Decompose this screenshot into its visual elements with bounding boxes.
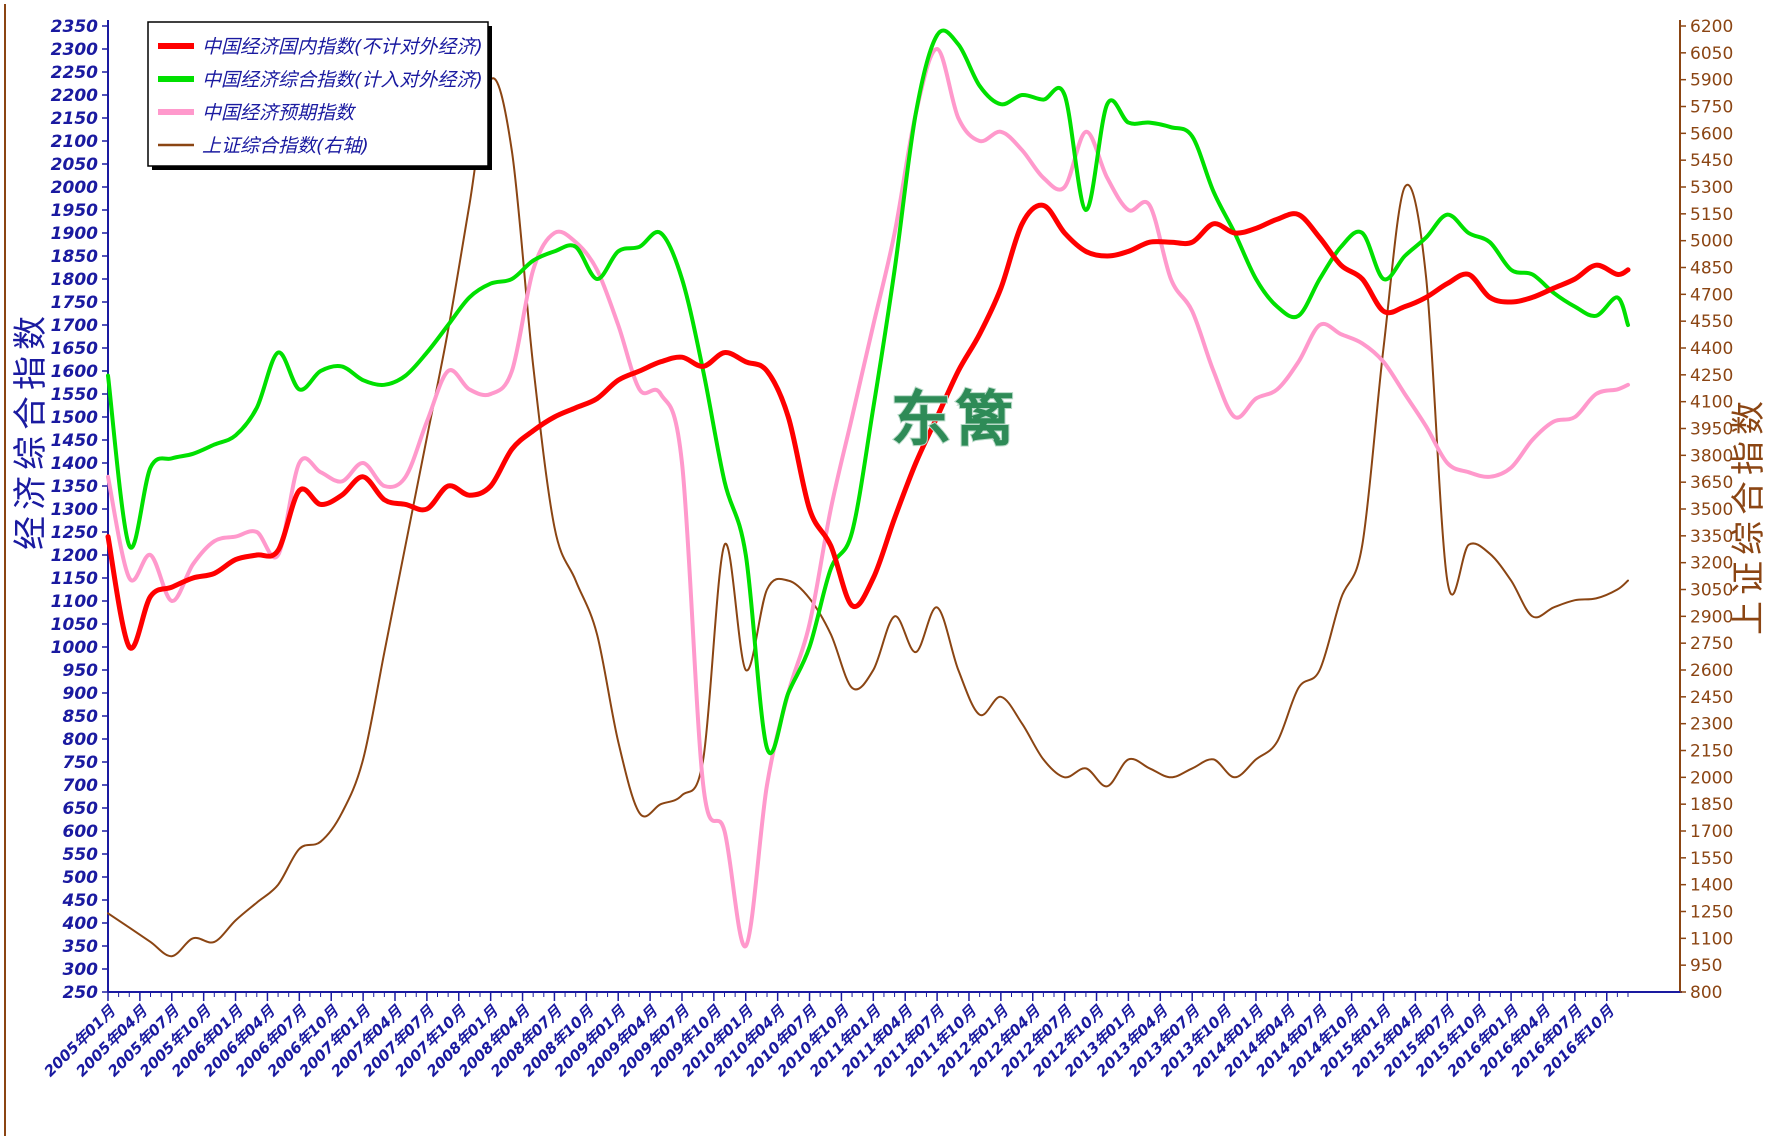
y-left-tick-label: 800 [63,730,99,750]
y-left-tick-label: 1750 [51,293,98,313]
y-right-tick-label: 3650 [1690,473,1733,493]
series-line-4 [107,77,1629,958]
y-right-tick-label: 1100 [1690,929,1733,949]
watermark: 东篱 [891,385,1019,455]
y-left-tick-label: 2300 [51,40,98,60]
y-right-tick-label: 800 [1690,983,1722,1003]
y-left-tick-label: 1650 [51,339,98,359]
y-left-tick-label: 2200 [51,86,98,106]
y-left-tick-label: 2000 [51,178,98,198]
y-left-tick-label: 550 [63,845,99,865]
y-right-tick-label: 6200 [1690,17,1733,37]
y-left-tick-label: 400 [62,914,99,934]
legend-label: 上证综合指数(右轴) [202,135,369,157]
y-right-tick-label: 1550 [1690,849,1733,869]
y-left-tick-label: 950 [63,661,99,681]
y-left-tick-label: 450 [62,891,99,911]
y-left-tick-label: 600 [63,822,99,842]
y-left-tick-label: 2350 [51,17,98,37]
y-right-tick-label: 950 [1690,956,1722,976]
y-right-tick-label: 2150 [1690,742,1733,762]
y-right-tick-label: 1400 [1690,876,1733,896]
legend: 中国经济国内指数(不计对外经济) 中国经济综合指数(计入对外经济) 中国经济预期指数… [147,21,492,170]
y-right-tick-label: 5150 [1690,205,1733,225]
y-left-tick-label: 1950 [51,201,98,221]
y-right-axis-label: 上证综合指数 [1729,395,1769,635]
y-right-tick-label: 5900 [1690,71,1733,91]
series-line-2 [106,28,1630,756]
y-left-tick-label: 900 [63,684,99,704]
y-left-tick-label: 850 [63,707,99,727]
y-right-tick-label: 2450 [1690,688,1733,708]
y-right-tick-label: 4250 [1690,366,1733,386]
y-left-tick-label: 700 [63,776,99,796]
y-left-tick-label: 1500 [51,408,98,428]
y-left-tick-label: 1100 [51,592,98,612]
y-right-tick-label: 6050 [1690,44,1733,64]
y-right-tick-label: 4100 [1690,393,1733,413]
y-left-tick-label: 650 [63,799,99,819]
chart-frame [4,4,1775,1136]
y-left-tick-label: 1000 [51,638,98,658]
y-right-tick-label: 3200 [1690,554,1733,574]
y-right-tick-label: 2000 [1690,768,1733,788]
y-right-tick-label: 3500 [1690,500,1733,520]
y-left-tick-label: 1250 [51,523,98,543]
y-left-tick-label: 1450 [51,431,98,451]
y-right-tick-label: 5000 [1690,232,1733,252]
y-right-tick-label: 3950 [1690,420,1733,440]
y-left-tick-label: 1150 [51,569,98,589]
y-right-tick-label: 1850 [1690,795,1733,815]
y-left-tick-label: 1200 [51,546,98,566]
y-right-tick-label: 3050 [1690,581,1733,601]
y-right-tick-label: 2300 [1690,715,1733,735]
y-left-tick-label: 1600 [51,362,98,382]
y-right-tick-label: 2900 [1690,607,1733,627]
y-left-tick-label: 750 [63,753,99,773]
y-left-tick-label: 1700 [51,316,98,336]
y-left-tick-label: 1800 [51,270,98,290]
y-left-tick-label: 2150 [51,109,98,129]
y-left-tick-label: 1850 [51,247,98,267]
y-left-tick-label: 2100 [51,132,98,152]
y-right-tick-label: 5600 [1690,124,1733,144]
y-right-tick-label: 3800 [1690,446,1733,466]
y-left-tick-label: 1300 [51,500,98,520]
y-right-tick-label: 5750 [1690,98,1733,118]
y-left-axis-label: 经济综合指数 [11,310,51,550]
y-left-tick-label: 500 [63,868,99,888]
y-left-tick-label: 2250 [51,63,98,83]
legend-box [147,21,489,167]
y-left-tick-label: 350 [63,937,99,957]
y-left-tick-label: 300 [63,960,99,980]
legend-label: 中国经济预期指数 [202,102,357,124]
legend-label: 中国经济国内指数(不计对外经济) [202,36,483,58]
series-line-1 [105,202,1631,651]
y-right-tick-label: 1700 [1690,822,1733,842]
y-right-tick-label: 3350 [1690,527,1733,547]
y-right-tick-label: 5300 [1690,178,1733,198]
y-right-tick-label: 2750 [1690,634,1733,654]
y-right-tick-label: 2600 [1690,661,1733,681]
y-left-tick-label: 1550 [51,385,98,405]
y-right-tick-label: 4850 [1690,259,1733,279]
series-layer [105,28,1631,958]
y-left-tick-label: 1900 [51,224,98,244]
y-right-tick-label: 4700 [1690,285,1733,305]
legend-label: 中国经济综合指数(计入对外经济) [202,69,483,91]
y-left-tick-label: 1050 [51,615,98,635]
y-left-tick-label: 250 [63,983,99,1003]
y-right-tick-label: 1250 [1690,903,1733,923]
y-right-tick-label: 4400 [1690,339,1733,359]
y-left-tick-label: 1350 [51,477,98,497]
series-line-3 [106,47,1630,949]
y-right-tick-label: 5450 [1690,151,1733,171]
y-right-tick-label: 4550 [1690,312,1733,332]
y-left-tick-label: 2050 [51,155,98,175]
y-left-tick-label: 1400 [51,454,98,474]
